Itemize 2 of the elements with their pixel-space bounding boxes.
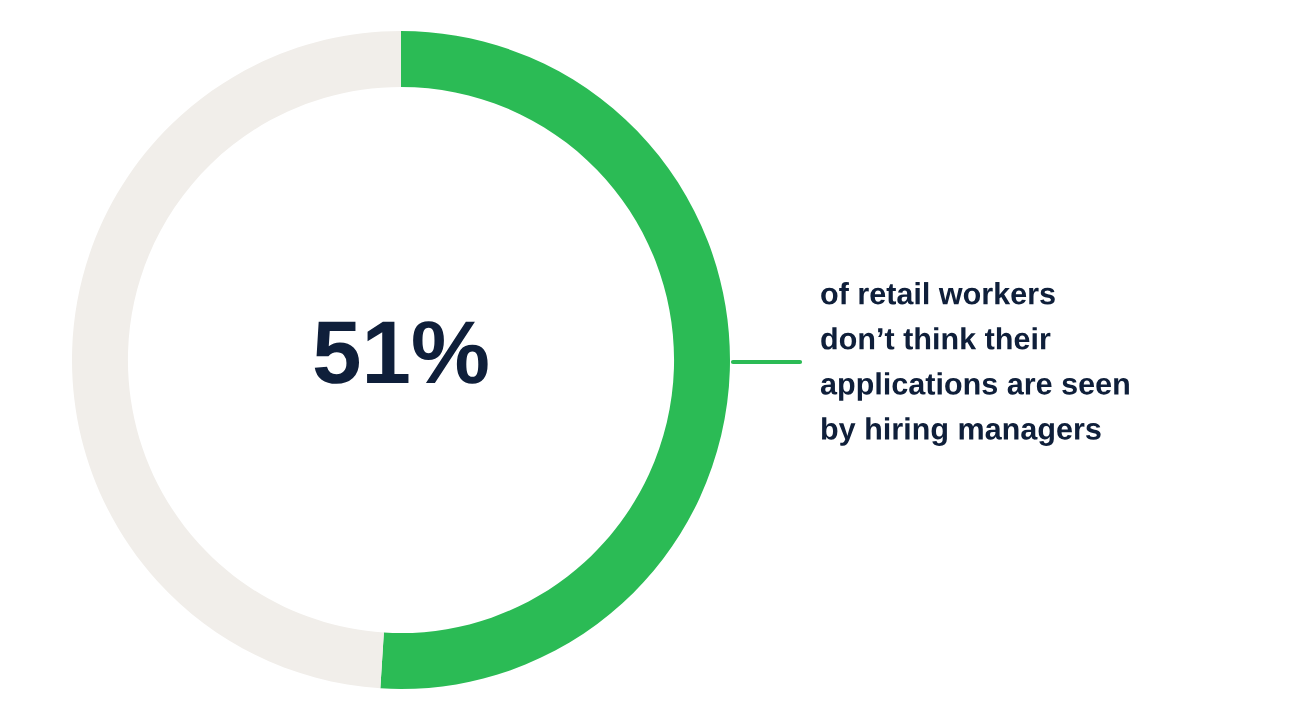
text: of retail workers don’t think their applications are seen by hiring managers (820, 282, 1129, 446)
data-label: 51% (314, 321, 488, 384)
